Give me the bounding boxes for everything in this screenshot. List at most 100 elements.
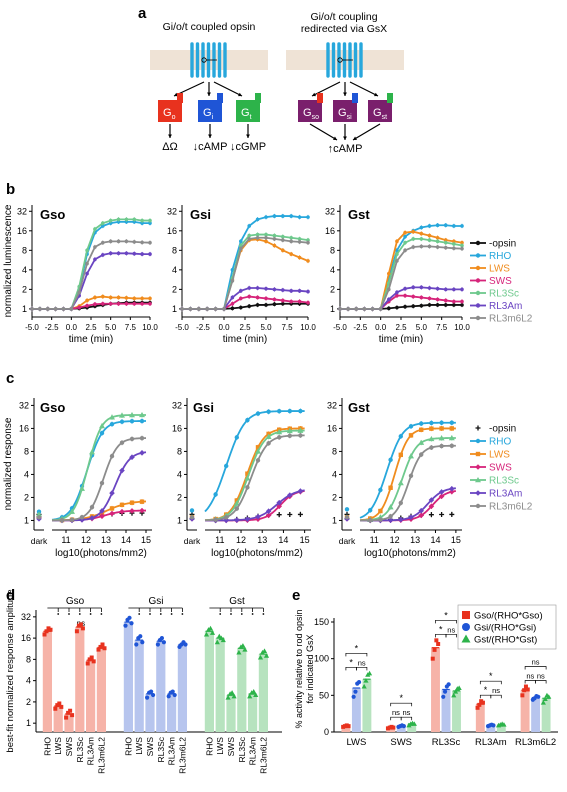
d-point-Gst-2-3 <box>231 693 237 699</box>
c-gst-point-LWS-14.3 <box>439 426 444 431</box>
d-xtick-Gsi-RL3Am: RL3Am <box>167 737 177 765</box>
panel-d-amplitude-bars: 1 2 4 8 16 32 best-fit normalized response amp… <box>5 589 282 774</box>
c-gst-dark-RHO <box>344 507 350 512</box>
b-gsi-point--opsin-10 <box>264 303 268 307</box>
b-gst-point-RL3Sc-10 <box>419 237 424 241</box>
b-gst-point-RL3Sc-13 <box>443 240 448 245</box>
c-gso-point-RL3Sc-14.3 <box>129 412 135 418</box>
d-xtick-Gst-RHO: RHO <box>204 737 214 756</box>
e-point-RL3Am-0-1 <box>477 702 482 707</box>
c-gso-point-RL3Sc-11.8 <box>79 485 85 491</box>
d-point-Gst-2-0 <box>225 695 231 700</box>
c-gsi-point-RL3Sc-13.3 <box>265 433 272 439</box>
b-gso-title: Gso <box>40 207 65 222</box>
d-point-Gsi-0-0 <box>123 623 128 628</box>
c-gso-point-LWS-13.8 <box>119 502 125 508</box>
d-point-Gsi-1-0 <box>134 642 139 647</box>
d-point-Gst-0-2 <box>207 625 214 631</box>
b-gsi-point-RL3Sc-15 <box>306 238 310 242</box>
d-point-Gsi-4-2 <box>170 689 175 694</box>
c-gst-point--opsin-13.8 <box>428 512 434 518</box>
c-gst-point-RHO-13.3 <box>419 421 424 426</box>
c-gsi-title: Gsi <box>193 400 214 415</box>
c-gso-point-RL3Am-13.8 <box>119 467 125 474</box>
c-gst-point-RL3Sc-14.3 <box>438 435 445 441</box>
c-gsi-fit-RL3Sc <box>204 429 305 522</box>
b-gso-point-RL3m6L2-4 <box>61 307 66 311</box>
c-gst-point-SWS-14.3 <box>438 493 445 500</box>
c-gsi-point-RL3m6L2-14.8 <box>298 433 303 438</box>
b-gst-point--opsin-7 <box>395 305 399 310</box>
b-gso-point-RL3m6L2-2 <box>45 307 50 311</box>
b-gst-point--opsin-15 <box>460 303 464 307</box>
arrow-left-gt-head <box>238 92 242 97</box>
c-legend-marker-RHO <box>475 438 481 444</box>
b-gst-point-LWS-14 <box>452 239 456 244</box>
e-point-RL3Am-2-3 <box>501 722 507 727</box>
d-bracket-star-Gst-2 <box>230 613 232 615</box>
c-gso-point-RL3Am-12.3 <box>89 515 95 521</box>
b-gso-point-RL3m6L2-14 <box>140 240 144 245</box>
d-xtick-Gsi-RL3m6L2: RL3m6L2 <box>177 737 187 774</box>
d-bar-Gsi-LWS <box>134 640 144 732</box>
e-xtick-SWS: SWS <box>390 737 412 748</box>
e-point-LWS-1-1 <box>353 689 358 694</box>
c-gst-xtick-label-13: 13 <box>410 535 420 545</box>
b-gso-point-RL3Am-14 <box>140 252 144 256</box>
d-group-title-Gsi: Gsi <box>149 596 164 607</box>
e-bar-LWS-0 <box>341 726 351 732</box>
b-gsi-point--opsin-8 <box>247 304 251 309</box>
b-legend-label--opsin: -opsin <box>489 239 516 250</box>
b-gso-point-RHO-9 <box>101 224 105 228</box>
c-gso-point-RL3m6L2-14.8 <box>139 435 145 441</box>
e-xtick-RL3m6L2: RL3m6L2 <box>515 737 556 748</box>
c-legend-label-RL3Am: RL3Am <box>489 489 522 500</box>
b-gst-ytick-label-32: 32 <box>325 206 335 216</box>
c-gst-point-RL3m6L2-11.3 <box>378 517 383 522</box>
d-bracket-star-Gsi-5 <box>181 613 184 615</box>
d-ytick-label-8: 8 <box>26 654 31 664</box>
d-xtick-Gst-RL3Sc: RL3Sc <box>237 736 247 762</box>
b-gsi-xtick-label-2: 0.0 <box>218 323 230 332</box>
c-gst-xlabel: log10(photons/mm2) <box>364 548 456 559</box>
c-gso-point-RL3m6L2-10.8 <box>59 518 65 523</box>
b-gso-point-RL3m6L2-7 <box>85 261 89 266</box>
b-gst-point-RL3m6L2-13 <box>443 245 448 250</box>
c-gst-point-LWS-13.3 <box>419 427 424 432</box>
d-xtick-Gsi-LWS: LWS <box>134 737 144 755</box>
d-point-Gst-4-3 <box>253 692 259 698</box>
g-chimera-si-tag <box>352 93 358 103</box>
d-point-Gst-0-3 <box>209 630 216 635</box>
c-gso-point-SWS-12.8 <box>99 513 105 520</box>
b-gst-point-SWS-10 <box>419 295 424 300</box>
d-xtick-Gso-RL3Sc: RL3Sc <box>75 736 85 762</box>
d-point-Gsi-1-2 <box>138 634 143 639</box>
g-chimera-so-box <box>298 100 322 122</box>
c-gst-fit-LWS <box>359 427 456 521</box>
d-point-Gst-5-2 <box>261 648 268 654</box>
e-point-LWS-2-1 <box>363 678 369 683</box>
d-bracket-star-Gso-5 <box>100 613 103 615</box>
b-gso-point-RL3Am-10 <box>108 251 113 256</box>
d-point-Gso-2-2 <box>68 708 73 713</box>
c-gsi-point-RHO-12.3 <box>245 417 250 423</box>
arrow-left-gt <box>213 81 243 97</box>
d-point-Gsi-0-3 <box>129 621 134 626</box>
b-gst-point-RL3m6L2-8 <box>403 248 407 253</box>
d-bracket-star-Gst-1 <box>219 613 222 615</box>
b-gst-point-RL3m6L2-15 <box>460 246 464 251</box>
b-gst-point-RHO-7 <box>395 248 399 253</box>
b-gsi-point--opsin-12 <box>281 301 285 306</box>
b-gst-point-RL3m6L2-9 <box>411 245 416 249</box>
c-gso-ytick-label-2: 2 <box>24 492 29 502</box>
b-gsi-point-SWS-6 <box>230 301 235 306</box>
e-ytick-label-150: 150 <box>314 617 329 627</box>
b-gsi-point-RL3Sc-14 <box>297 237 302 241</box>
output-label-0: ΔΩ <box>162 141 178 153</box>
c-gsi-point-RL3m6L2-12.3 <box>245 485 250 490</box>
b-gsi-point-SWS-8 <box>247 294 251 299</box>
b-gst-point-SWS-9 <box>411 294 416 299</box>
b-gsi-point-RHO-11 <box>272 214 277 218</box>
d-xtick-Gso-RL3Am: RL3Am <box>86 737 96 765</box>
